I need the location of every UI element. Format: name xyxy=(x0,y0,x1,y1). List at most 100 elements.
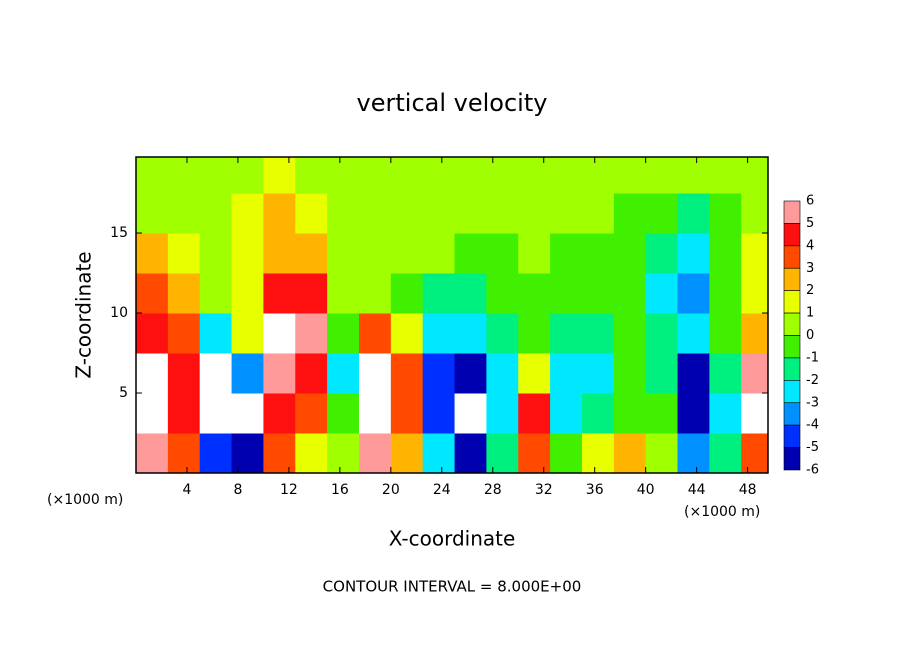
cell xyxy=(231,433,264,473)
cell xyxy=(327,273,360,314)
cell xyxy=(677,313,710,354)
cell xyxy=(550,433,583,473)
cell xyxy=(709,393,742,434)
cell xyxy=(263,433,296,473)
cell xyxy=(613,157,647,194)
cell xyxy=(263,273,296,314)
x-tick-label: 12 xyxy=(280,482,298,498)
chart-title: vertical velocity xyxy=(357,89,548,117)
cell xyxy=(613,313,647,354)
colorbar-band xyxy=(783,447,801,471)
cell xyxy=(390,433,424,473)
cell xyxy=(199,193,233,234)
cell xyxy=(136,313,169,354)
x-tick-label: 40 xyxy=(637,482,655,498)
cell xyxy=(136,193,169,234)
cell xyxy=(327,193,360,234)
cell xyxy=(550,353,583,394)
cell xyxy=(136,157,169,194)
cell xyxy=(422,273,456,314)
cell xyxy=(741,353,768,394)
x-tick-label: 20 xyxy=(382,482,400,498)
x-tick-label: 48 xyxy=(739,482,757,498)
cell xyxy=(422,233,456,274)
cell xyxy=(550,393,583,434)
cell xyxy=(709,157,742,194)
cell xyxy=(581,157,615,194)
cell xyxy=(231,273,264,314)
colorbar-label: -3 xyxy=(806,395,819,410)
cell xyxy=(390,393,424,434)
cell xyxy=(613,353,647,394)
cell xyxy=(263,353,296,394)
cell xyxy=(390,273,424,314)
x-unit: (×1000 m) xyxy=(684,504,760,520)
cell xyxy=(263,157,296,194)
cell xyxy=(136,273,169,314)
y-unit: (×1000 m) xyxy=(47,492,123,508)
cell xyxy=(231,233,264,274)
cell xyxy=(518,233,551,274)
cell xyxy=(136,393,169,434)
colorbar-label: -6 xyxy=(806,463,819,478)
cell xyxy=(231,393,264,434)
colorbar-band xyxy=(783,357,801,381)
cell xyxy=(199,273,233,314)
cell xyxy=(486,273,519,314)
cell xyxy=(518,393,551,434)
cell xyxy=(486,393,519,434)
x-tick-label: 8 xyxy=(233,482,242,498)
cell xyxy=(709,193,742,234)
cell xyxy=(199,233,233,274)
cell xyxy=(486,193,519,234)
cell xyxy=(231,157,264,194)
cell xyxy=(295,433,328,473)
colorbar-label: -2 xyxy=(806,373,819,388)
colorbar-band xyxy=(783,223,801,247)
cell xyxy=(422,433,456,473)
cell xyxy=(709,313,742,354)
cell xyxy=(454,233,487,274)
cell xyxy=(645,157,679,194)
cell xyxy=(550,193,583,234)
plot-frame xyxy=(135,156,769,474)
colorbar-label: -4 xyxy=(806,418,819,433)
cell xyxy=(422,193,456,234)
cell xyxy=(741,273,768,314)
cell xyxy=(295,157,328,194)
cell xyxy=(199,353,233,394)
cell xyxy=(741,433,768,473)
cell xyxy=(136,353,169,394)
cell xyxy=(645,313,679,354)
colorbar-label: 0 xyxy=(806,328,814,343)
colorbar-label: 6 xyxy=(806,194,814,209)
cell xyxy=(358,353,392,394)
cell xyxy=(231,193,264,234)
cell xyxy=(295,273,328,314)
cell xyxy=(581,433,615,473)
cell xyxy=(613,273,647,314)
cell xyxy=(581,233,615,274)
x-tick-label: 28 xyxy=(484,482,502,498)
x-tick-label: 24 xyxy=(433,482,451,498)
colorbar-label: 3 xyxy=(806,261,814,276)
cell xyxy=(327,157,360,194)
cell xyxy=(295,233,328,274)
cell xyxy=(550,273,583,314)
cell xyxy=(358,273,392,314)
colorbar-label: -1 xyxy=(806,350,819,365)
cell xyxy=(263,193,296,234)
cell xyxy=(263,393,296,434)
cell xyxy=(454,353,487,394)
cell xyxy=(518,157,551,194)
cell xyxy=(581,353,615,394)
colorbar-band xyxy=(783,312,801,336)
cell xyxy=(136,433,169,473)
cell xyxy=(550,313,583,354)
colorbar-band xyxy=(783,402,801,426)
cell xyxy=(327,313,360,354)
cell xyxy=(613,393,647,434)
colorbar-label: 4 xyxy=(806,238,814,253)
cell xyxy=(613,193,647,234)
cell xyxy=(390,193,424,234)
